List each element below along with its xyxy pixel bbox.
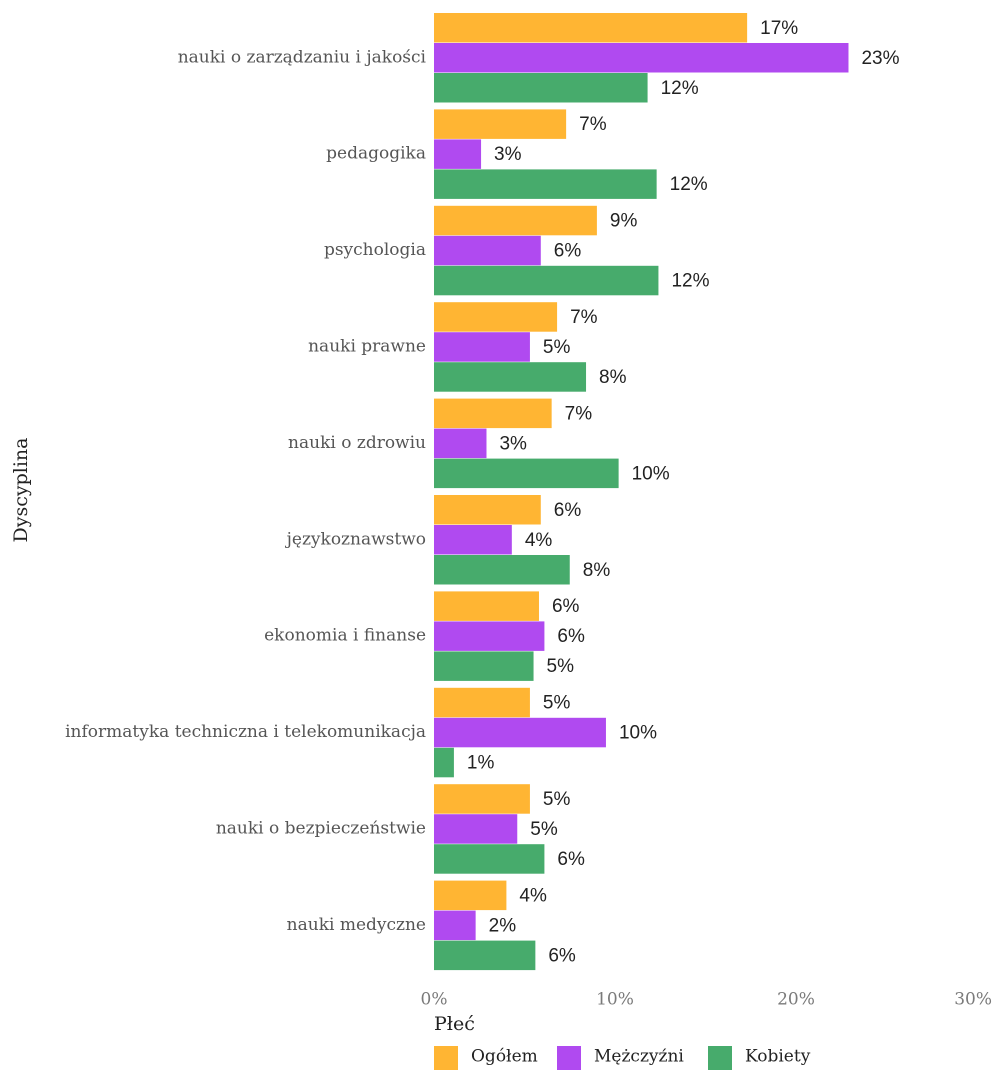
x-tick-label: 20% [777,990,815,1010]
data-label: 7% [579,114,607,135]
x-axis-ticks: 0% 10% 20% 30% [421,990,992,1010]
bar [434,109,567,139]
bar [434,169,657,199]
y-axis-title: Dyscyplina [10,438,32,543]
bar [434,555,570,585]
data-label: 3% [499,433,527,454]
data-label: 3% [494,144,522,165]
bar [434,398,552,429]
category-labels: nauki o zarządzaniu i jakości pedagogika p… [65,47,426,935]
bar [434,139,482,169]
bar [434,814,518,844]
data-label: 10% [619,723,657,744]
bar [434,651,534,681]
data-label: 7% [565,403,593,424]
bar [434,495,541,525]
x-tick-label: 0% [421,990,448,1010]
x-tick-label: 10% [596,990,634,1010]
data-label: 6% [548,945,576,966]
data-label: 4% [519,885,547,906]
data-label: 6% [552,596,580,617]
category-label: ekonomia i finanse [264,626,426,646]
bar [434,844,545,874]
category-label: nauki o bezpieczeństwie [216,818,426,838]
data-label: 7% [570,307,598,328]
bar [434,302,558,332]
bar [434,687,530,718]
data-label: 4% [525,530,553,551]
category-label: informatyka techniczna i telekomunikacja [65,722,426,742]
x-tick-label: 30% [954,990,992,1010]
bar [434,428,487,459]
data-label: 6% [554,500,582,521]
data-label: 6% [557,849,585,870]
bar [434,73,648,103]
data-label: 5% [543,789,571,810]
data-label: 5% [530,819,558,840]
legend-label: Kobiety [745,1047,811,1067]
category-label: nauki medyczne [287,915,426,935]
data-label: 2% [489,915,517,936]
bar [434,235,541,266]
bar [434,747,454,778]
data-label: 5% [543,693,571,714]
bar [434,458,619,489]
bar [434,332,530,362]
data-label: 9% [610,211,638,232]
legend-swatch [557,1046,581,1070]
data-label: 8% [583,560,611,581]
bar [434,621,545,651]
bar [434,205,597,236]
category-label: nauki o zarządzaniu i jakości [178,47,427,67]
data-label: 12% [661,78,699,99]
bar [434,362,587,392]
value-labels: 17%23%12%7%3%12%9%6%12%7%5%8%7%3%10%6%4%… [467,18,900,967]
bar [434,591,539,621]
data-label: 5% [543,337,571,358]
bar [434,13,748,43]
data-label: 12% [670,174,708,195]
legend: Płeć Ogółem Mężczyźni Kobiety [434,1013,811,1070]
data-label: 5% [547,656,575,677]
legend-label: Ogółem [471,1047,538,1067]
category-label: językoznawstwo [285,529,426,549]
bar [434,525,512,555]
category-label: psychologia [324,240,426,260]
legend-label: Mężczyźni [594,1047,684,1067]
category-label: pedagogika [326,144,426,164]
legend-title: Płeć [434,1013,475,1035]
bar [434,784,530,814]
bars [434,13,849,971]
data-label: 10% [632,463,670,484]
bar [434,43,849,73]
legend-swatch [434,1046,458,1070]
legend-swatch [708,1046,732,1070]
category-label: nauki prawne [308,336,426,356]
data-label: 12% [671,271,709,292]
category-label: nauki o zdrowiu [288,433,426,453]
bar [434,717,606,748]
data-label: 17% [760,18,798,39]
data-label: 6% [557,626,585,647]
data-label: 23% [861,48,899,69]
data-label: 1% [467,753,495,774]
data-label: 6% [554,241,582,262]
bar [434,940,536,971]
bar [434,880,507,911]
bar [434,910,476,941]
data-label: 8% [599,367,627,388]
bar [434,265,659,296]
